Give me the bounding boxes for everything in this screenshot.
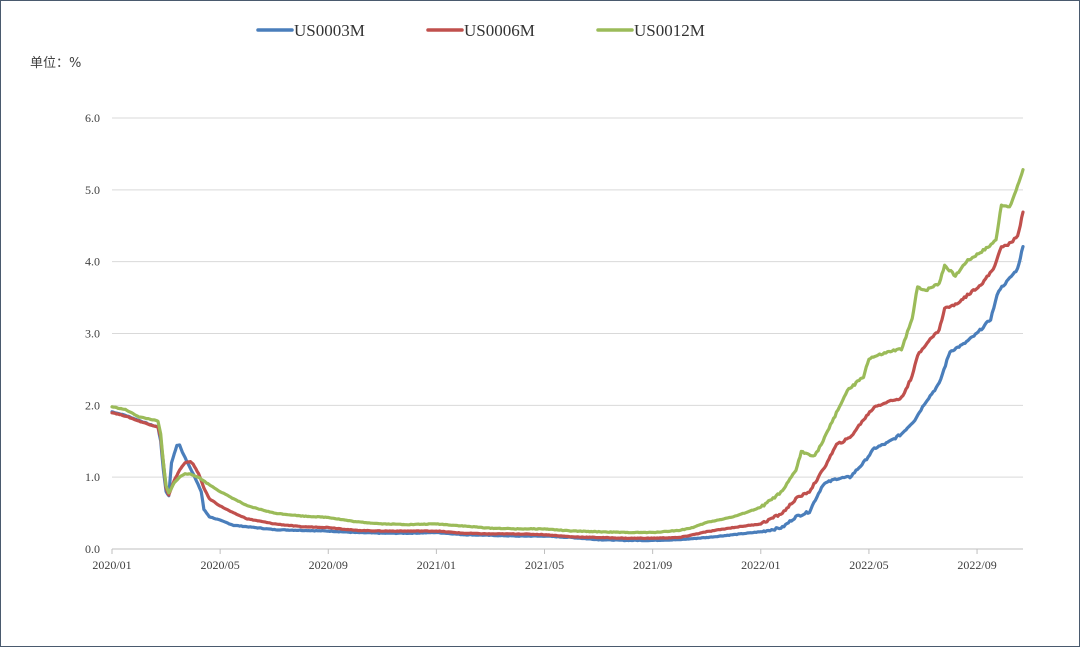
- x-tick-label: 2020/05: [200, 558, 239, 572]
- series-line-us0012m: [110, 168, 1025, 535]
- x-tick-label: 2020/09: [309, 558, 348, 572]
- x-tick-label: 2021/01: [417, 558, 456, 572]
- legend: US0003M US0006M US0012M: [256, 21, 705, 40]
- x-axis: 2020/01 2020/05 2020/09 2021/01 2021/05 2021/…: [92, 548, 1023, 572]
- y-tick-label: 2.0: [85, 398, 100, 412]
- grid-lines: [112, 117, 1023, 478]
- unit-label: 单位：%: [30, 56, 81, 71]
- x-tick-label: 2021/05: [525, 558, 564, 572]
- y-tick-label: 0.0: [85, 542, 100, 556]
- x-tick-label: 2022/05: [849, 558, 888, 572]
- y-axis-ticks: 0.0 1.0 2.0 3.0 4.0 5.0 6.0: [85, 111, 100, 556]
- y-tick-label: 1.0: [85, 470, 100, 484]
- legend-label: US0012M: [634, 21, 705, 40]
- legend-label: US0003M: [294, 21, 365, 40]
- x-tick-label: 2020/01: [92, 558, 131, 572]
- series-line-us0006m: [110, 210, 1025, 541]
- x-tick-label: 2022/01: [741, 558, 780, 572]
- y-tick-label: 3.0: [85, 327, 100, 341]
- legend-label: US0006M: [464, 21, 535, 40]
- series-lines: [110, 168, 1025, 543]
- y-tick-label: 4.0: [85, 255, 100, 269]
- series-line-us0003m: [110, 245, 1025, 543]
- x-tick-label: 2022/09: [957, 558, 996, 572]
- x-tick-label: 2021/09: [633, 558, 672, 572]
- y-tick-label: 6.0: [85, 111, 100, 125]
- y-tick-label: 5.0: [85, 183, 100, 197]
